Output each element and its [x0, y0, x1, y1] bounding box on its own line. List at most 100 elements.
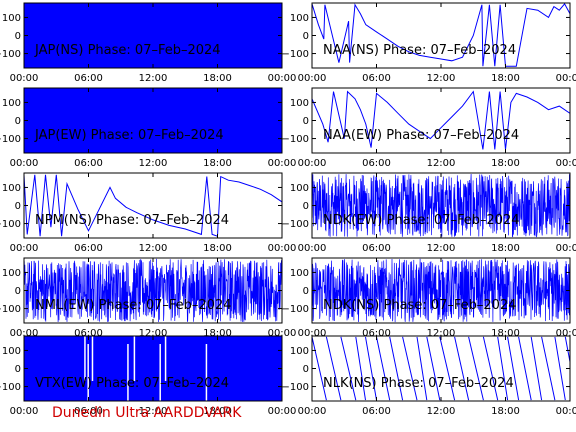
x-tick-label: 00:00 — [556, 243, 576, 254]
y-tick-label: −100 — [0, 49, 21, 60]
trace-group — [24, 336, 282, 401]
y-tick-label: 100 — [290, 346, 309, 357]
trace-line — [312, 258, 570, 323]
chart-panel-1: 100 0 −100 00:00 06:00 12:00 18:00 00:00 NAA(NS)… — [282, 2, 576, 84]
trace-fill — [24, 3, 282, 68]
x-tick-label: 12:00 — [427, 158, 456, 169]
chart-panel-5: 100 0 −100 00:00 06:00 12:00 18:00 00:00 NDK(EW)… — [282, 172, 576, 254]
x-tick-label: 00:00 — [268, 73, 297, 84]
y-tick-label: 100 — [290, 183, 309, 194]
panel-title: NPM(NS) Phase: 07–Feb–2024 — [35, 213, 229, 228]
trace-gap — [91, 336, 94, 381]
y-tick-label: 0 — [15, 116, 21, 127]
x-tick-label: 18:00 — [203, 328, 232, 339]
x-tick-label: 18:00 — [203, 158, 232, 169]
x-tick-label: 12:00 — [139, 243, 168, 254]
x-tick-label: 12:00 — [427, 406, 456, 417]
y-tick-label: 100 — [2, 13, 21, 24]
x-tick-label: 00:00 — [10, 243, 39, 254]
trace-fill — [24, 336, 282, 401]
y-tick-label: 0 — [15, 364, 21, 375]
plot-frame — [311, 87, 571, 154]
y-tick-label: −100 — [282, 49, 309, 60]
y-tick-label: 0 — [303, 31, 309, 42]
trace-group — [312, 173, 570, 238]
x-tick-label: 12:00 — [139, 73, 168, 84]
plot-frame — [311, 335, 571, 402]
x-tick-label: 12:00 — [139, 158, 168, 169]
x-tick-label: 00:00 — [298, 328, 327, 339]
trace-gap — [164, 336, 167, 381]
trace-gap — [84, 336, 86, 381]
x-tick-label: 00:00 — [10, 158, 39, 169]
panel-title: NDK(NS) Phase: 07–Feb–2024 — [323, 298, 516, 313]
panel-title: NAA(EW) Phase: 07–Feb–2024 — [323, 128, 519, 143]
trace-fill — [24, 88, 282, 153]
trace-line — [312, 173, 570, 238]
y-tick-label: 100 — [290, 98, 309, 109]
panel-title: JAP(EW) Phase: 07–Feb–2024 — [34, 128, 224, 143]
y-tick-label: 100 — [2, 268, 21, 279]
panel-title: NAA(NS) Phase: 07–Feb–2024 — [323, 43, 516, 58]
chart-panel-4: 100 0 −100 00:00 06:00 12:00 18:00 00:00 NPM(NS)… — [0, 172, 297, 254]
y-tick-label: 100 — [2, 183, 21, 194]
x-tick-label: 06:00 — [362, 158, 391, 169]
panel-title: NDK(EW) Phase: 07–Feb–2024 — [323, 213, 520, 228]
y-tick-label: 100 — [2, 98, 21, 109]
trace-line — [312, 3, 570, 67]
plot-frame — [311, 2, 571, 69]
x-tick-label: 06:00 — [74, 243, 103, 254]
x-tick-label: 00:00 — [10, 328, 39, 339]
trace-group — [24, 174, 282, 237]
y-tick-label: −100 — [282, 134, 309, 145]
trace-line — [24, 174, 282, 237]
x-tick-label: 06:00 — [74, 73, 103, 84]
x-tick-label: 00:00 — [298, 243, 327, 254]
trace-group — [24, 3, 282, 68]
y-tick-label: −100 — [0, 219, 21, 230]
trace-gap — [87, 344, 89, 401]
x-tick-label: 00:00 — [268, 243, 297, 254]
x-tick-label: 00:00 — [298, 158, 327, 169]
x-tick-label: 12:00 — [427, 328, 456, 339]
x-tick-label: 06:00 — [74, 158, 103, 169]
x-tick-label: 18:00 — [203, 73, 232, 84]
y-tick-label: −100 — [282, 304, 309, 315]
trace-line — [312, 336, 570, 401]
x-tick-label: 12:00 — [139, 328, 168, 339]
y-tick-label: 0 — [15, 31, 21, 42]
x-tick-label: 12:00 — [139, 406, 168, 417]
x-tick-label: 06:00 — [362, 406, 391, 417]
x-tick-label: 18:00 — [491, 73, 520, 84]
trace-group — [312, 336, 570, 401]
x-tick-label: 00:00 — [556, 328, 576, 339]
x-tick-label: 00:00 — [298, 73, 327, 84]
x-tick-label: 06:00 — [362, 328, 391, 339]
x-tick-label: 06:00 — [74, 406, 103, 417]
x-tick-label: 18:00 — [491, 243, 520, 254]
y-tick-label: 100 — [2, 346, 21, 357]
chart-panel-2: 100 0 −100 00:00 06:00 12:00 18:00 00:00 JAP(EW)… — [0, 87, 296, 169]
chart-panel-9: 100 0 −100 00:00 06:00 12:00 18:00 00:00 NLK(NS)… — [282, 335, 576, 417]
x-tick-label: 18:00 — [491, 158, 520, 169]
y-tick-label: 0 — [15, 286, 21, 297]
y-tick-label: 0 — [303, 364, 309, 375]
x-tick-label: 06:00 — [362, 243, 391, 254]
x-tick-label: 00:00 — [10, 406, 39, 417]
x-tick-label: 18:00 — [491, 328, 520, 339]
chart-panel-6: 100 0 −100 00:00 06:00 12:00 18:00 00:00 NML(EW)… — [0, 257, 296, 339]
x-tick-label: 00:00 — [556, 73, 576, 84]
y-tick-label: −100 — [282, 219, 309, 230]
panel-title: JAP(NS) Phase: 07–Feb–2024 — [34, 43, 221, 58]
y-tick-label: 0 — [303, 286, 309, 297]
trace-group — [312, 3, 570, 67]
x-tick-label: 06:00 — [74, 328, 103, 339]
y-tick-label: −100 — [0, 382, 21, 393]
footer-label: Dunedin Ultra AARDDVARK — [52, 405, 242, 421]
x-tick-label: 00:00 — [268, 406, 297, 417]
trace-group — [312, 90, 570, 150]
panel-title: NML(EW) Phase: 07–Feb–2024 — [35, 298, 232, 313]
y-tick-label: −100 — [282, 382, 309, 393]
y-tick-label: 0 — [303, 201, 309, 212]
